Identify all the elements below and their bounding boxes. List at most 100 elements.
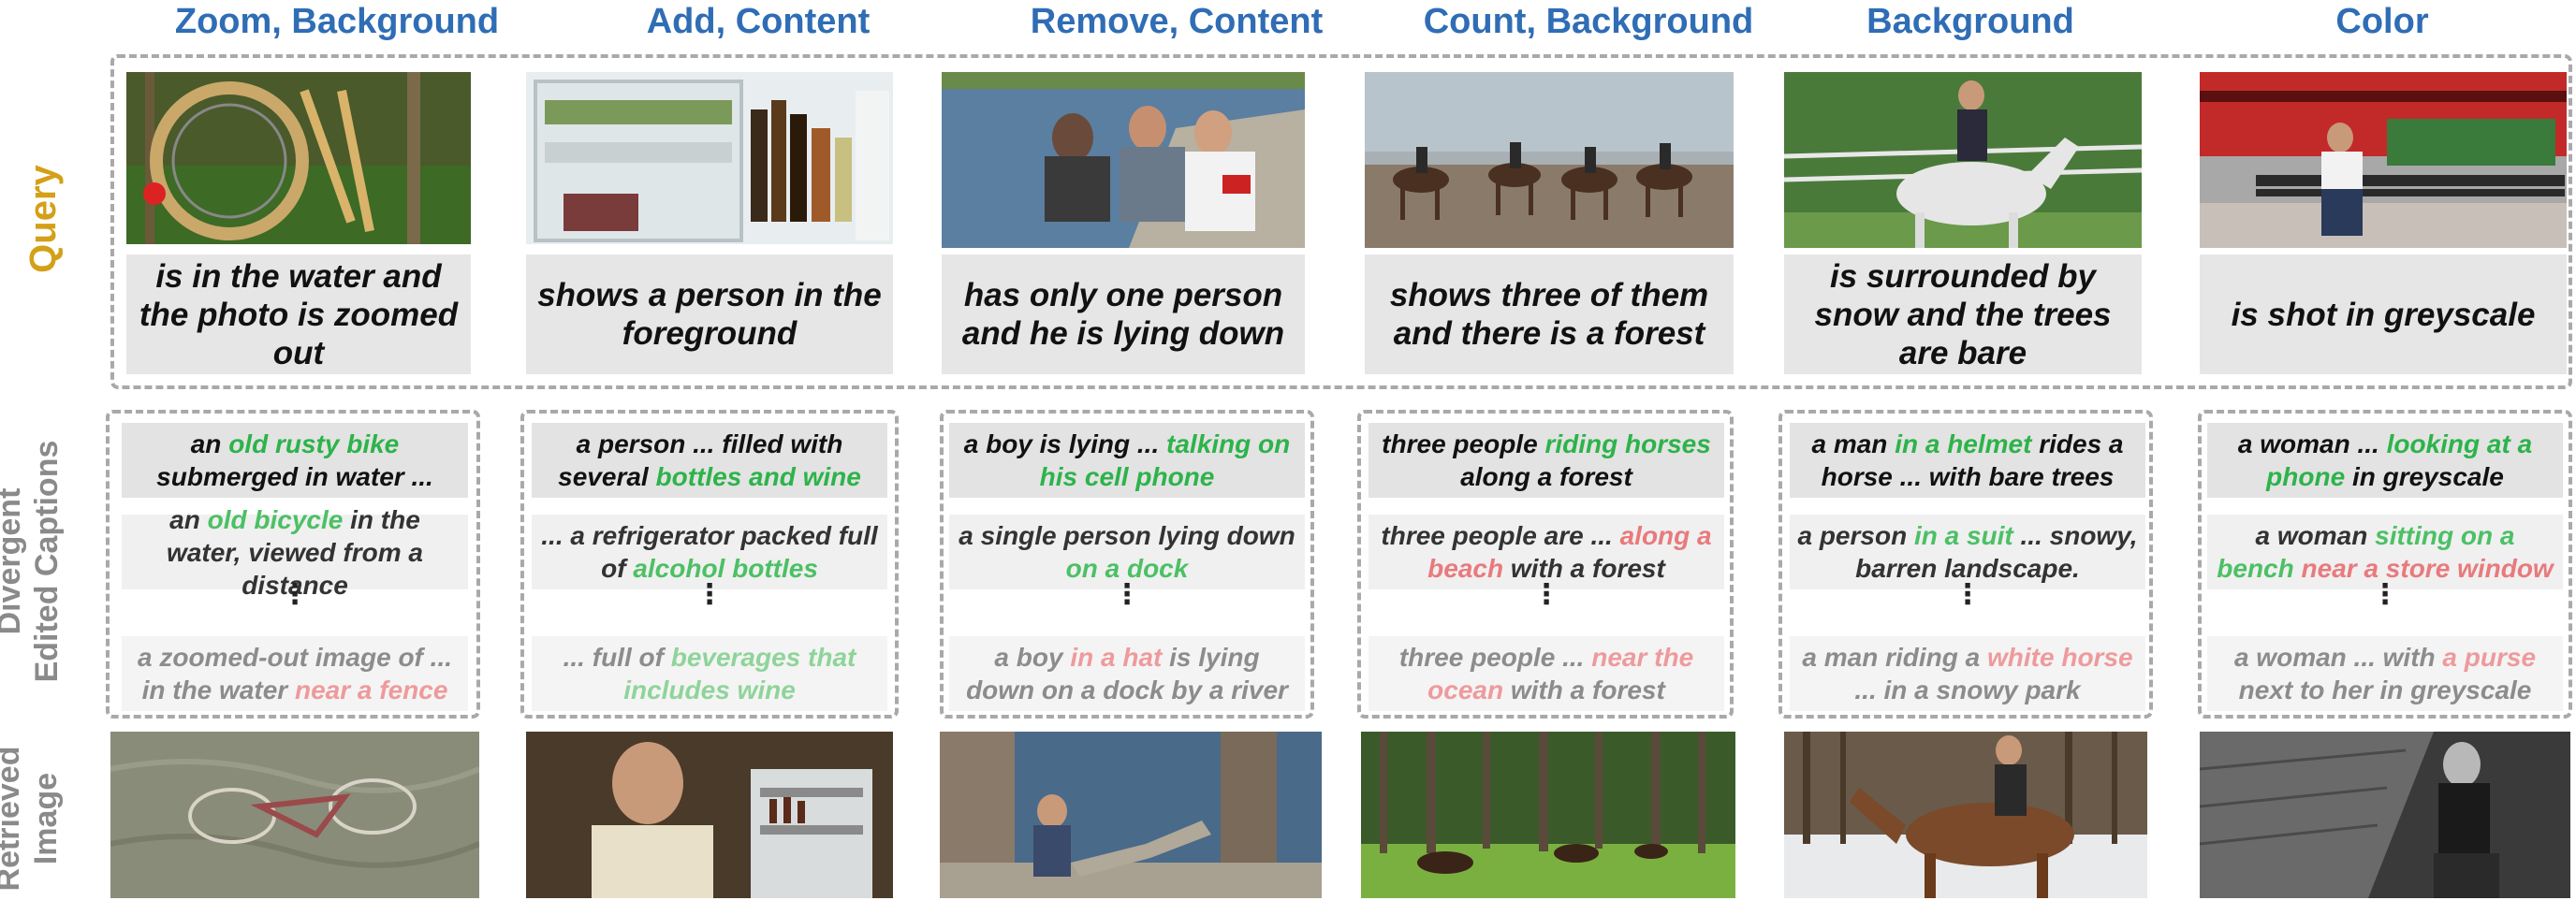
- caption-positive-phrase: sitting on a bench: [2217, 521, 2515, 583]
- caption-text: a person ... filled with several bottles…: [539, 428, 880, 493]
- caption-text: ... a refrigerator packed full of alcoho…: [539, 519, 880, 585]
- query-text-remove-content: has only one person and he is lying down: [942, 254, 1305, 374]
- query-text-add-content: shows a person in the foreground: [526, 254, 893, 374]
- caption-positive-phrase: on a dock: [1065, 554, 1189, 583]
- caption-text: a man riding a white horse ... in a snow…: [1797, 641, 2138, 706]
- caption-1: a woman ... looking at a phone in greysc…: [2207, 423, 2563, 498]
- caption-3: a man riding a white horse ... in a snow…: [1790, 636, 2145, 711]
- caption-text: a woman ... with a purse next to her in …: [2215, 641, 2555, 706]
- caption-phrase: a man riding a: [1802, 643, 1987, 672]
- column-header-zoom-background: Zoom, Background: [174, 2, 500, 41]
- caption-3: a boy in a hat is lying down on a dock b…: [949, 636, 1305, 711]
- caption-phrase: a woman: [2255, 521, 2376, 550]
- caption-text: three people are ... along a beach with …: [1376, 519, 1717, 585]
- caption-2: a person in a suit ... snowy, barren lan…: [1790, 515, 2145, 589]
- caption-phrase: a person: [1797, 521, 1914, 550]
- caption-text: a boy in a hat is lying down on a dock b…: [957, 641, 1297, 706]
- ellipsis-dots: ⋮: [2371, 579, 2399, 610]
- caption-1: an old rusty bike submerged in water ...: [122, 423, 468, 498]
- row-label-captions-line1: Divergent: [0, 487, 27, 635]
- caption-text: a zoomed-out image of ... in the water n…: [129, 641, 461, 706]
- caption-negative-phrase: a purse: [2442, 643, 2537, 672]
- retrieved-image-woman-greyscale: [2200, 732, 2570, 898]
- query-image-dock: [942, 72, 1305, 248]
- caption-text: three people riding horses along a fores…: [1376, 428, 1717, 493]
- query-text-color: is shot in greyscale: [2200, 254, 2567, 374]
- retrieved-image-horses-forest: [1361, 732, 1735, 898]
- caption-positive-phrase: old rusty bike: [228, 429, 400, 458]
- caption-3: a zoomed-out image of ... in the water n…: [122, 636, 468, 711]
- caption-1: three people riding horses along a fores…: [1368, 423, 1724, 498]
- caption-text: a person in a suit ... snowy, barren lan…: [1797, 519, 2138, 585]
- caption-phrase: a woman ... with: [2233, 643, 2443, 672]
- caption-1: a person ... filled with several bottles…: [532, 423, 887, 498]
- caption-phrase: three people: [1382, 429, 1545, 458]
- query-dashed-frame: [110, 54, 2572, 389]
- caption-text: a man in a helmet rides a horse ... with…: [1797, 428, 2138, 493]
- caption-phrase: a single person lying down: [959, 521, 1295, 550]
- retrieved-image-horse-snow: [1784, 732, 2147, 898]
- caption-text: an old bicycle in the water, viewed from…: [129, 503, 461, 602]
- caption-phrase: a man: [1811, 429, 1895, 458]
- retrieved-image-man-refrigerator: [526, 732, 893, 898]
- captions-frame-remove-content: [940, 410, 1314, 719]
- caption-text: a woman ... looking at a phone in greysc…: [2215, 428, 2555, 493]
- retrieved-image-bicycle-in-water: [110, 732, 479, 898]
- ellipsis-dots: ⋮: [1532, 579, 1560, 610]
- caption-negative-phrase: near a store window: [2301, 554, 2554, 583]
- column-header-background: Background: [1866, 2, 2074, 41]
- caption-phrase: along a forest: [1460, 462, 1632, 491]
- caption-3: a woman ... with a purse next to her in …: [2207, 636, 2563, 711]
- caption-text: an old rusty bike submerged in water ...: [129, 428, 461, 493]
- query-text-count-background: shows three of them and there is a fores…: [1365, 254, 1734, 374]
- caption-text: a single person lying down on a dock: [957, 519, 1297, 585]
- caption-3: three people ... near the ocean with a f…: [1368, 636, 1724, 711]
- query-image-bench: [2200, 72, 2567, 248]
- column-header-remove-content: Remove, Content: [1030, 2, 1324, 41]
- caption-phrase: in the water, viewed from a distance: [167, 504, 423, 600]
- caption-phrase: a boy is lying ...: [963, 429, 1167, 458]
- captions-frame-background: [1778, 410, 2153, 719]
- query-image-horses-beach: [1365, 72, 1734, 248]
- caption-phrase: with a forest: [1503, 675, 1665, 704]
- caption-1: a man in a helmet rides a horse ... with…: [1790, 423, 2145, 498]
- caption-positive-phrase: old bicycle: [207, 504, 344, 534]
- captions-frame-add-content: [520, 410, 899, 719]
- caption-phrase: [2294, 554, 2302, 583]
- caption-phrase: a zoomed-out image of ... in the water: [137, 643, 452, 704]
- caption-positive-phrase: beverages that includes wine: [623, 643, 856, 704]
- retrieved-image-man-lying-dock: [940, 732, 1322, 898]
- caption-text: a woman sitting on a bench near a store …: [2215, 519, 2555, 585]
- captions-frame-zoom-background: [106, 410, 480, 719]
- caption-phrase: ... a refrigerator packed full of: [541, 521, 878, 583]
- caption-3: ... full of beverages that includes wine: [532, 636, 887, 711]
- row-label-captions-line2: Edited Captions: [29, 440, 65, 683]
- query-image-white-horse: [1784, 72, 2142, 248]
- caption-phrase: an: [190, 429, 229, 458]
- caption-phrase: with a forest: [1503, 554, 1665, 583]
- caption-phrase: a person ... filled with several: [558, 429, 843, 491]
- row-label-divergent-edited-captions: Divergent Edited Captions: [0, 421, 80, 702]
- caption-phrase: submerged in water ...: [156, 462, 433, 491]
- query-image-refrigerator: [526, 72, 893, 244]
- caption-negative-phrase: white horse: [1987, 643, 2133, 672]
- query-text-zoom-background: is in the water and the photo is zoomed …: [126, 254, 471, 374]
- caption-phrase: is lying down on a dock by a river: [966, 643, 1288, 704]
- ellipsis-dots: ⋮: [1954, 579, 1982, 610]
- caption-text: a boy is lying ... talking on his cell p…: [957, 428, 1297, 493]
- column-header-add-content: Add, Content: [646, 2, 871, 41]
- caption-phrase: ... in a snowy park: [1854, 675, 2081, 704]
- caption-positive-phrase: in a helmet: [1895, 429, 2032, 458]
- row-label-retrieved-image: Retrieved Image: [0, 734, 80, 903]
- captions-frame-color: [2198, 410, 2572, 719]
- caption-2: a single person lying down on a dock: [949, 515, 1305, 589]
- ellipsis-dots: ⋮: [281, 579, 309, 610]
- caption-2: a woman sitting on a bench near a store …: [2207, 515, 2563, 589]
- caption-phrase: three people ...: [1398, 643, 1592, 672]
- caption-phrase: an: [169, 504, 208, 534]
- caption-positive-phrase: looking at a phone: [2266, 429, 2533, 491]
- caption-negative-phrase: near a fence: [294, 675, 448, 704]
- caption-positive-phrase: talking on his cell phone: [1039, 429, 1291, 491]
- row-label-retrieved-line2: Image: [28, 772, 64, 865]
- caption-positive-phrase: bottles and wine: [655, 462, 861, 491]
